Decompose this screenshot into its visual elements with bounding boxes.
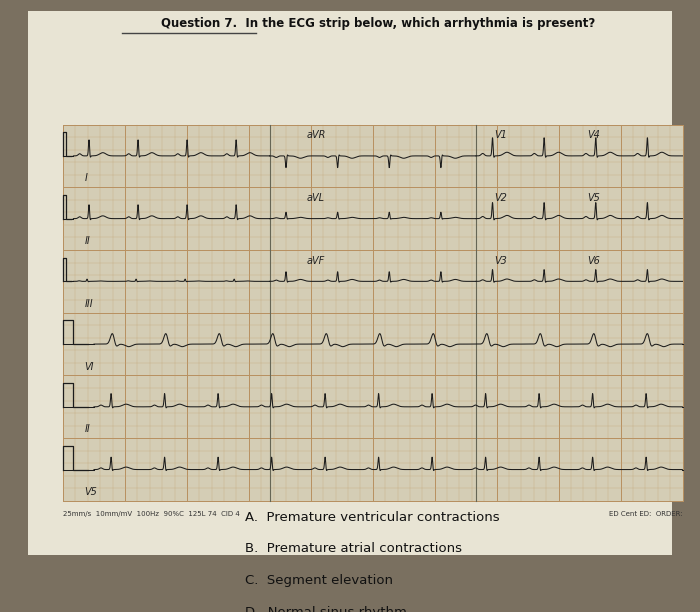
Text: II: II [85,424,90,435]
Text: III: III [85,299,93,309]
Text: D.  Normal sinus rhythm: D. Normal sinus rhythm [245,606,407,612]
Text: C.  Segment elevation: C. Segment elevation [245,574,393,587]
Text: VI: VI [85,362,95,371]
Text: aVL: aVL [307,193,325,203]
Text: aVF: aVF [307,256,325,266]
Text: ED Cent ED:  ORDER:: ED Cent ED: ORDER: [609,511,682,517]
Text: V4: V4 [587,130,601,140]
Text: V5: V5 [587,193,601,203]
Text: 25mm/s  10mm/mV  100Hz  90%C  125L 74  CID 4: 25mm/s 10mm/mV 100Hz 90%C 125L 74 CID 4 [63,511,239,517]
Text: V3: V3 [495,256,508,266]
Text: aVR: aVR [307,130,326,140]
Text: Question 7.  In the ECG strip below, which arrhythmia is present?: Question 7. In the ECG strip below, whic… [161,17,595,30]
Text: V5: V5 [85,487,97,497]
Text: B.  Premature atrial contractions: B. Premature atrial contractions [245,542,462,555]
Text: I: I [85,173,88,184]
Bar [63,124,682,501]
Text: V1: V1 [495,130,508,140]
Text: A.  Premature ventricular contractions: A. Premature ventricular contractions [245,510,500,523]
Text: V6: V6 [587,256,601,266]
Text: V2: V2 [495,193,508,203]
Text: II: II [85,236,90,246]
